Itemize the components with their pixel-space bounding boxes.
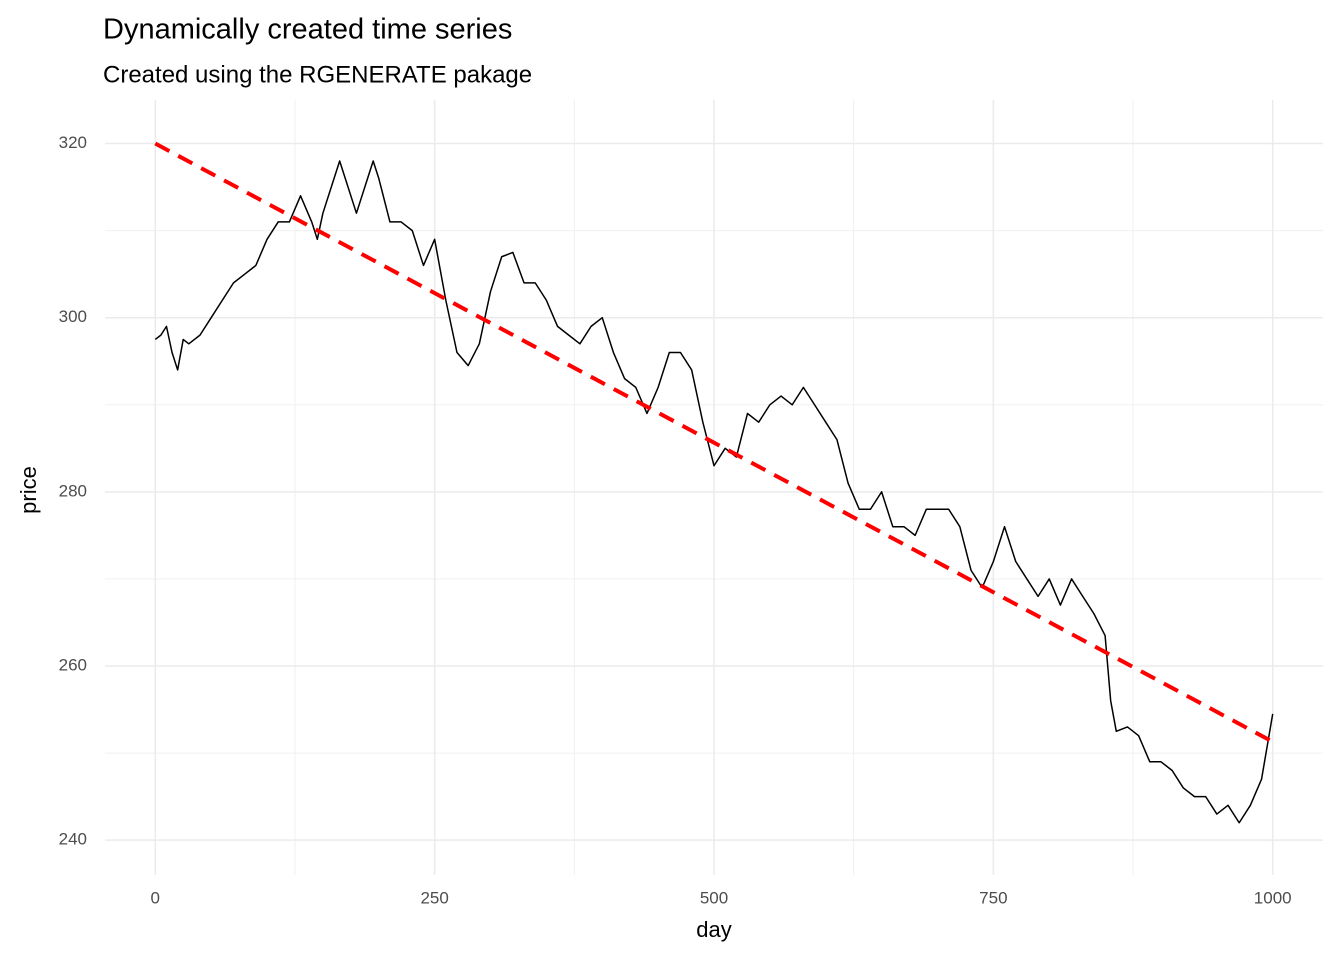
- x-tick-label: 250: [420, 888, 448, 907]
- y-axis-title: price: [16, 466, 41, 514]
- x-tick-label: 0: [151, 888, 160, 907]
- y-tick-label: 320: [59, 133, 87, 152]
- x-tick-label: 500: [700, 888, 728, 907]
- x-tick-label: 750: [979, 888, 1007, 907]
- grid: [105, 100, 1323, 875]
- price-line: [154, 160, 1274, 824]
- plot-area: [154, 141, 1274, 824]
- y-tick-label: 240: [59, 830, 87, 849]
- chart-subtitle: Created using the RGENERATE pakage: [103, 61, 532, 88]
- chart-title: Dynamically created time series: [103, 14, 512, 46]
- x-tick-label: 1000: [1254, 888, 1292, 907]
- x-axis-title: day: [696, 917, 731, 942]
- y-tick-label: 260: [59, 655, 87, 674]
- trend-line: [154, 141, 1274, 744]
- y-tick-label: 280: [59, 481, 87, 500]
- y-tick-label: 300: [59, 307, 87, 326]
